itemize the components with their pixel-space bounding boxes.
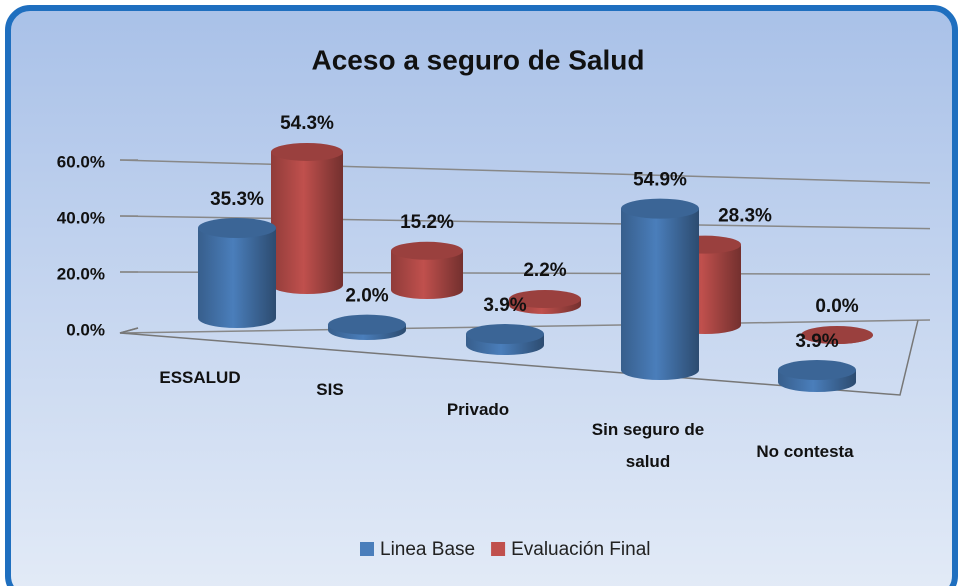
floor (119, 319, 919, 396)
cylinder (509, 290, 581, 314)
cylinder-body (271, 151, 343, 294)
value-label: 2.2% (523, 260, 566, 281)
grid-line (119, 159, 931, 184)
value-label: 15.2% (400, 212, 454, 233)
cylinder-top (509, 290, 581, 309)
cylinder (271, 142, 343, 294)
value-label: 35.3% (210, 189, 264, 210)
x-tick-label: No contesta (756, 442, 854, 461)
y-tick-label: 0.0% (66, 320, 105, 339)
chart-title: Aceso a seguro de Salud (312, 44, 645, 75)
cylinder-top (466, 324, 544, 345)
cylinder-body (621, 208, 699, 380)
legend-label: Evaluación Final (511, 539, 650, 560)
cylinder-top (621, 198, 699, 219)
value-label: 54.9% (633, 170, 687, 191)
legend-swatch (491, 542, 506, 556)
legend-swatch (360, 542, 374, 556)
x-tick-label: ESSALUD (159, 368, 241, 387)
cylinder-top (198, 217, 276, 238)
legend: Linea Base Evaluación Final (360, 539, 651, 560)
y-tick-label: 60.0% (57, 152, 105, 171)
y-tick-label: 40.0% (57, 208, 105, 227)
grid: 0.0% 20.0% 40.0% 60.0% (57, 152, 931, 339)
cylinder (391, 241, 463, 299)
cylinder (801, 326, 873, 344)
bars: 54.3% 35.3% 15.2% 2.0% 2.2% 3.9% 28.3% 54.9% 0.0… (198, 113, 873, 392)
cylinder-top (801, 326, 873, 344)
value-label: 2.0% (345, 286, 388, 307)
cylinder (466, 324, 544, 355)
cylinder-top (328, 314, 406, 335)
value-label: 54.3% (280, 113, 334, 134)
cylinder (621, 198, 699, 380)
value-label: 28.3% (718, 206, 772, 227)
value-label: 0.0% (815, 296, 858, 317)
cylinder-top (391, 241, 463, 260)
grid-line (119, 215, 931, 230)
cylinder (198, 217, 276, 328)
x-tick-label: Privado (446, 400, 510, 419)
cylinder-top (271, 142, 343, 161)
cylinder (328, 314, 406, 340)
x-tick-label: SIS (316, 380, 344, 399)
frame (5, 5, 958, 586)
value-label: 3.9% (483, 295, 526, 316)
x-tick-label: Sin seguro de salud (591, 420, 705, 471)
cylinder-body (198, 227, 276, 328)
cylinder-top (778, 360, 856, 381)
y-tick-label: 20.0% (57, 264, 105, 283)
value-label: 3.9% (795, 331, 838, 352)
legend-label: Linea Base (380, 539, 475, 560)
cylinder (778, 360, 856, 392)
cylinder-body (391, 250, 463, 299)
